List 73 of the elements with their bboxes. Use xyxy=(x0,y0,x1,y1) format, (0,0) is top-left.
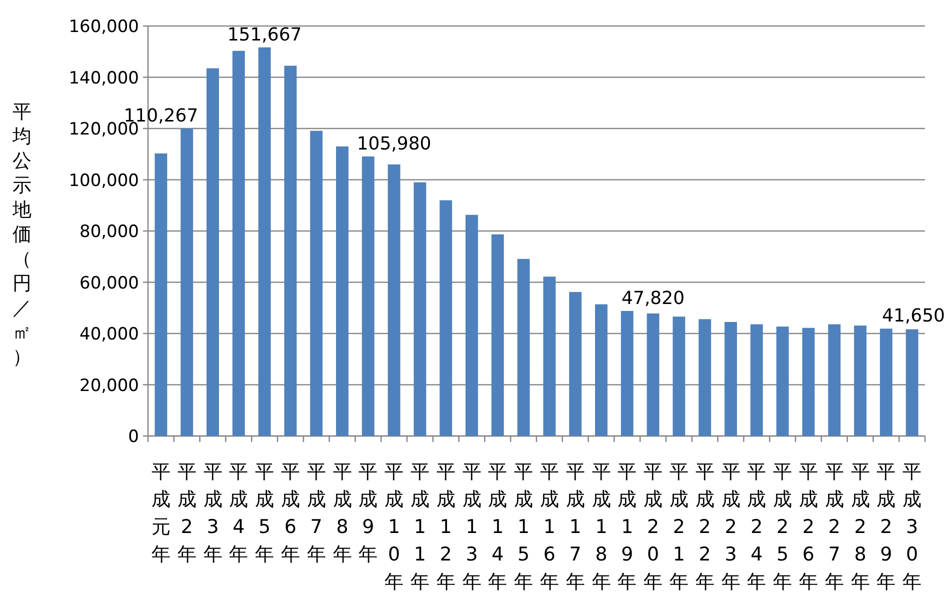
text: 平均公示地価（円／㎡） xyxy=(12,101,32,368)
data-label: 47,820 xyxy=(622,288,685,309)
data-label: 41,650 xyxy=(882,306,945,327)
bar xyxy=(750,324,763,436)
x-tick-label: 平成元年 xyxy=(151,461,170,566)
x-tick-label: 平成20年 xyxy=(644,461,663,593)
x-tick-label: 平成9年 xyxy=(358,461,378,566)
bar xyxy=(595,304,608,436)
bar xyxy=(491,234,504,436)
bar xyxy=(466,214,478,436)
bar xyxy=(388,164,400,436)
x-tick-label: 平成25年 xyxy=(773,461,792,593)
y-tick-label: 140,000 xyxy=(68,68,139,88)
bar xyxy=(232,50,245,436)
x-tick-label: 平成4年 xyxy=(229,461,248,566)
bar xyxy=(906,329,918,436)
x-tick-label: 平成27年 xyxy=(824,461,844,593)
bar xyxy=(698,319,712,436)
x-tick-label: 平成8年 xyxy=(332,461,352,566)
y-tick-label: 100,000 xyxy=(68,170,139,191)
y-tick-label: 40,000 xyxy=(80,324,139,344)
x-tick-label: 平成26年 xyxy=(798,461,818,593)
bar xyxy=(154,153,168,436)
bar xyxy=(672,316,686,436)
x-tick-label: 平成5年 xyxy=(255,461,274,566)
bar xyxy=(517,258,530,436)
bar xyxy=(776,326,789,436)
bar xyxy=(440,200,452,436)
x-tick-label: 平成12年 xyxy=(436,461,456,593)
bar xyxy=(828,324,841,436)
bar xyxy=(258,47,271,436)
x-tick-label: 平成18年 xyxy=(592,461,611,593)
x-tick-label: 平成15年 xyxy=(514,461,534,593)
bar xyxy=(620,310,634,436)
bar xyxy=(284,66,297,436)
bar xyxy=(724,322,737,436)
x-tick-label: 平成2年 xyxy=(177,461,196,566)
x-tick-label: 平成19年 xyxy=(618,461,637,593)
bar xyxy=(414,182,426,436)
y-tick-label: 60,000 xyxy=(80,273,139,294)
y-tick-label: 20,000 xyxy=(80,376,139,396)
x-tick-label: 平成28年 xyxy=(850,461,870,593)
bar xyxy=(362,156,374,436)
bar xyxy=(543,276,556,436)
x-tick-label: 平成14年 xyxy=(488,461,508,593)
y-tick-label: 80,000 xyxy=(80,222,139,242)
x-tick-label: 平成16年 xyxy=(540,461,559,593)
bar xyxy=(336,146,348,436)
data-label: 105,980 xyxy=(356,133,432,154)
x-tick-label: 平成21年 xyxy=(669,461,688,593)
x-tick-label: 平成29年 xyxy=(876,461,896,593)
bar xyxy=(854,326,866,436)
bar xyxy=(206,68,219,436)
x-tick-label: 平成6年 xyxy=(280,461,300,566)
x-tick-label: 平成10年 xyxy=(384,461,404,593)
x-tick-label: 平成24年 xyxy=(747,461,766,593)
y-tick-label: 160,000 xyxy=(68,17,139,37)
x-tick-label: 平成7年 xyxy=(306,461,326,566)
bar xyxy=(310,130,323,436)
x-tick-label: 平成30年 xyxy=(902,461,922,593)
x-tick-label: 平成23年 xyxy=(721,461,740,593)
bar xyxy=(180,128,194,436)
y-tick-label: 0 xyxy=(128,427,139,447)
bar xyxy=(569,292,582,436)
x-tick-label: 平成17年 xyxy=(566,461,585,593)
bar xyxy=(646,313,660,436)
x-tick-label: 平成3年 xyxy=(203,461,222,566)
x-tick-label: 平成11年 xyxy=(410,461,430,593)
x-tick-label: 平成13年 xyxy=(462,461,482,593)
bar xyxy=(880,328,892,436)
x-tick-label: 平成22年 xyxy=(695,461,714,593)
data-label: 151,667 xyxy=(227,24,302,46)
bar xyxy=(802,328,815,436)
